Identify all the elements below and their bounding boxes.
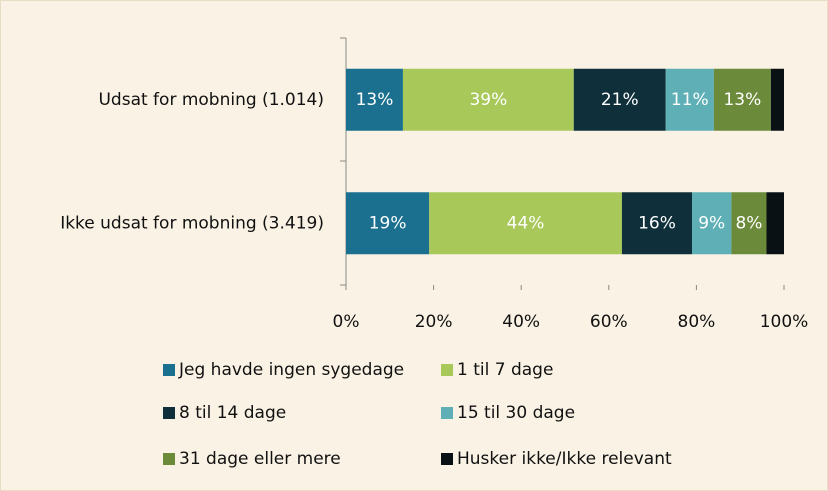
bar-segment — [713, 68, 771, 131]
bar-segment — [766, 192, 784, 255]
category-label: Ikke udsat for mobning (3.419) — [60, 213, 324, 233]
value-label: 19% — [369, 213, 407, 233]
legend-swatch — [163, 364, 175, 376]
legend-swatch — [441, 453, 453, 465]
value-label: 21% — [601, 90, 639, 110]
x-tick-label: 0% — [333, 312, 360, 332]
bar-segment — [573, 68, 666, 131]
x-tick-label: 60% — [590, 312, 628, 332]
value-label: 13% — [723, 90, 761, 110]
legend-label: Jeg havde ingen sygedage — [178, 360, 404, 380]
value-label: 39% — [469, 90, 507, 110]
bar-segment — [731, 192, 767, 255]
value-label: 8% — [735, 213, 762, 233]
bar-segment — [346, 192, 430, 255]
category-label: Udsat for mobning (1.014) — [98, 90, 324, 110]
bar-segment — [665, 68, 714, 131]
bar-segment — [429, 192, 622, 255]
x-tick-label: 20% — [415, 312, 453, 332]
legend-label: 31 dage eller mere — [179, 449, 341, 469]
legend-swatch — [163, 407, 175, 419]
legend-label: 8 til 14 dage — [179, 403, 286, 423]
x-tick-label: 100% — [760, 312, 809, 332]
bar-segment — [346, 68, 403, 131]
value-label: 13% — [356, 90, 394, 110]
legend-swatch — [441, 364, 453, 376]
legend-label: Husker ikke/Ikke relevant — [457, 449, 672, 469]
legend-label: 1 til 7 dage — [457, 360, 553, 380]
legend-label: 15 til 30 dage — [457, 403, 575, 423]
bar-segment — [770, 68, 784, 131]
x-tick-label: 40% — [502, 312, 540, 332]
bar-segment — [621, 192, 693, 255]
legend-swatch — [441, 407, 453, 419]
x-tick-label: 80% — [678, 312, 716, 332]
value-label: 16% — [638, 213, 676, 233]
value-label: 44% — [507, 213, 545, 233]
legend-swatch — [163, 453, 175, 465]
bar-segment — [692, 192, 732, 255]
value-label: 11% — [671, 90, 709, 110]
bar-segment — [402, 68, 574, 131]
value-label: 9% — [698, 213, 725, 233]
